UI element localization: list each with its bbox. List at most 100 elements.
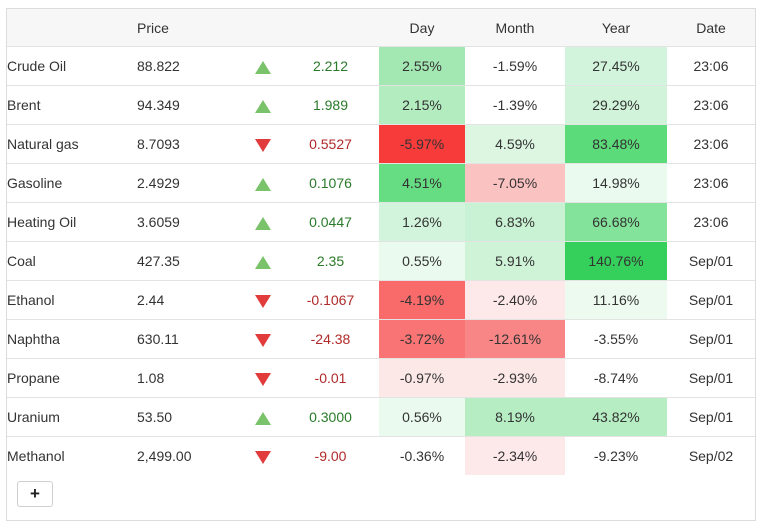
month-cell: -1.39% <box>465 85 565 125</box>
day-cell: -0.97% <box>379 358 465 398</box>
change-cell: -0.1067 <box>282 280 379 320</box>
triangle-down-icon <box>255 333 271 347</box>
month-cell: 5.91% <box>465 241 565 281</box>
date-cell: Sep/01 <box>667 397 755 437</box>
price-cell: 427.35 <box>137 241 244 281</box>
day-cell: 4.51% <box>379 163 465 203</box>
change-cell: -0.01 <box>282 358 379 398</box>
year-cell: 83.48% <box>565 124 667 164</box>
commodity-name[interactable]: Brent <box>7 85 137 125</box>
header-month[interactable]: Month <box>465 9 565 47</box>
change-cell: 1.989 <box>282 85 379 125</box>
year-cell: -3.55% <box>565 319 667 359</box>
day-cell: -4.19% <box>379 280 465 320</box>
table-row[interactable]: Coal 427.35 2.35 0.55% 5.91% 140.76% Sep/01 <box>7 241 755 281</box>
table-row[interactable]: Uranium 53.50 0.3000 0.56% 8.19% 43.82% Sep/01 <box>7 397 755 437</box>
price-cell: 2.4929 <box>137 163 244 203</box>
price-cell: 88.822 <box>137 46 244 86</box>
commodity-name[interactable]: Gasoline <box>7 163 137 203</box>
triangle-down-icon <box>255 138 271 152</box>
day-cell: 2.55% <box>379 46 465 86</box>
table-row[interactable]: Gasoline 2.4929 0.1076 4.51% -7.05% 14.98% 23:… <box>7 163 755 203</box>
commodity-name[interactable]: Natural gas <box>7 124 137 164</box>
year-cell: 140.76% <box>565 241 667 281</box>
price-cell: 53.50 <box>137 397 244 437</box>
date-cell: Sep/01 <box>667 241 755 281</box>
commodity-name[interactable]: Uranium <box>7 397 137 437</box>
triangle-down-icon <box>255 372 271 386</box>
header-change <box>282 9 379 47</box>
header-name <box>7 9 137 47</box>
price-cell: 2,499.00 <box>137 436 244 475</box>
triangle-up-icon <box>255 255 271 269</box>
table-row[interactable]: Brent 94.349 1.989 2.15% -1.39% 29.29% 23:06 <box>7 85 755 125</box>
date-cell: 23:06 <box>667 46 755 86</box>
date-cell: 23:06 <box>667 124 755 164</box>
header-price[interactable]: Price <box>137 9 244 47</box>
triangle-down-icon <box>255 294 271 308</box>
month-cell: -2.34% <box>465 436 565 475</box>
month-cell: -2.40% <box>465 280 565 320</box>
day-cell: 0.55% <box>379 241 465 281</box>
arrow-cell <box>244 241 282 281</box>
day-cell: -5.97% <box>379 124 465 164</box>
price-cell: 8.7093 <box>137 124 244 164</box>
year-cell: 29.29% <box>565 85 667 125</box>
month-cell: 4.59% <box>465 124 565 164</box>
header-year[interactable]: Year <box>565 9 667 47</box>
year-cell: 11.16% <box>565 280 667 320</box>
table-row[interactable]: Propane 1.08 -0.01 -0.97% -2.93% -8.74% Sep/01 <box>7 358 755 398</box>
commodity-name[interactable]: Coal <box>7 241 137 281</box>
commodity-name[interactable]: Propane <box>7 358 137 398</box>
arrow-cell <box>244 202 282 242</box>
date-cell: Sep/01 <box>667 280 755 320</box>
arrow-cell <box>244 124 282 164</box>
day-cell: -0.36% <box>379 436 465 475</box>
commodity-name[interactable]: Ethanol <box>7 280 137 320</box>
triangle-up-icon <box>255 411 271 425</box>
change-cell: 0.3000 <box>282 397 379 437</box>
triangle-up-icon <box>255 216 271 230</box>
price-cell: 2.44 <box>137 280 244 320</box>
table-header-row: Price Day Month Year Date <box>7 9 755 47</box>
arrow-cell <box>244 397 282 437</box>
price-cell: 630.11 <box>137 319 244 359</box>
year-cell: 27.45% <box>565 46 667 86</box>
commodity-name[interactable]: Heating Oil <box>7 202 137 242</box>
date-cell: 23:06 <box>667 85 755 125</box>
commodities-table: Price Day Month Year Date Crude Oil 88.82… <box>7 9 755 475</box>
triangle-up-icon <box>255 99 271 113</box>
change-cell: 0.0447 <box>282 202 379 242</box>
commodity-name[interactable]: Naphtha <box>7 319 137 359</box>
commodity-name[interactable]: Crude Oil <box>7 46 137 86</box>
change-cell: 0.5527 <box>282 124 379 164</box>
day-cell: 1.26% <box>379 202 465 242</box>
table-row[interactable]: Crude Oil 88.822 2.212 2.55% -1.59% 27.45% 23:… <box>7 46 755 86</box>
add-row-button[interactable]: + <box>17 481 53 507</box>
arrow-cell <box>244 46 282 86</box>
date-cell: Sep/01 <box>667 358 755 398</box>
arrow-cell <box>244 280 282 320</box>
table-row[interactable]: Methanol 2,499.00 -9.00 -0.36% -2.34% -9.23% S… <box>7 436 755 475</box>
header-date[interactable]: Date <box>667 9 755 47</box>
table-row[interactable]: Natural gas 8.7093 0.5527 -5.97% 4.59% 83.48%… <box>7 124 755 164</box>
change-cell: 2.212 <box>282 46 379 86</box>
table-row[interactable]: Heating Oil 3.6059 0.0447 1.26% 6.83% 66.68% 2… <box>7 202 755 242</box>
day-cell: 0.56% <box>379 397 465 437</box>
triangle-down-icon <box>255 450 271 464</box>
month-cell: 6.83% <box>465 202 565 242</box>
table-row[interactable]: Ethanol 2.44 -0.1067 -4.19% -2.40% 11.16% Sep/… <box>7 280 755 320</box>
header-arrow <box>244 9 282 47</box>
header-day[interactable]: Day <box>379 9 465 47</box>
year-cell: 43.82% <box>565 397 667 437</box>
arrow-cell <box>244 358 282 398</box>
arrow-cell <box>244 163 282 203</box>
date-cell: Sep/02 <box>667 436 755 475</box>
month-cell: -2.93% <box>465 358 565 398</box>
commodity-name[interactable]: Methanol <box>7 436 137 475</box>
table-row[interactable]: Naphtha 630.11 -24.38 -3.72% -12.61% -3.55% Se… <box>7 319 755 359</box>
date-cell: 23:06 <box>667 202 755 242</box>
date-cell: Sep/01 <box>667 319 755 359</box>
year-cell: -8.74% <box>565 358 667 398</box>
commodities-panel: Price Day Month Year Date Crude Oil 88.82… <box>6 8 756 521</box>
